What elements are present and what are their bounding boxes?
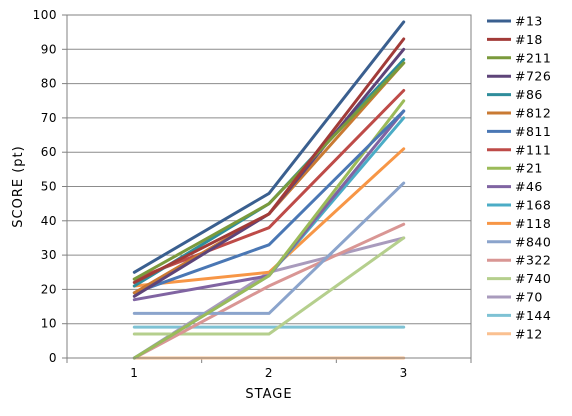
legend-label: #18 bbox=[515, 32, 543, 47]
series-line-118 bbox=[132, 147, 406, 288]
legend-label: #211 bbox=[515, 50, 551, 65]
series-line-13 bbox=[132, 20, 406, 274]
legend-item[interactable]: #118 bbox=[487, 216, 551, 231]
legend-item[interactable]: #70 bbox=[487, 290, 543, 305]
legend-item[interactable]: #726 bbox=[487, 69, 551, 84]
x-tick-label: 2 bbox=[265, 366, 273, 380]
legend-item[interactable]: #322 bbox=[487, 253, 551, 268]
legend-item[interactable]: #111 bbox=[487, 142, 551, 157]
legend-label: #726 bbox=[515, 69, 551, 84]
series-line-211 bbox=[132, 61, 406, 281]
y-tick-label: 50 bbox=[41, 180, 57, 194]
legend-label: #13 bbox=[515, 14, 543, 29]
y-tick-label: 100 bbox=[33, 8, 57, 22]
legend-label: #118 bbox=[515, 216, 551, 231]
y-tick-label: 70 bbox=[41, 111, 57, 125]
legend-item[interactable]: #811 bbox=[487, 124, 551, 139]
legend-item[interactable]: #840 bbox=[487, 234, 551, 249]
legend-label: #840 bbox=[515, 234, 551, 249]
legend-label: #46 bbox=[515, 179, 543, 194]
y-tick-label: 20 bbox=[41, 282, 57, 296]
series-line-21 bbox=[132, 99, 406, 360]
legend-item[interactable]: #21 bbox=[487, 161, 543, 176]
legend-item[interactable]: #168 bbox=[487, 198, 551, 213]
series-line-840 bbox=[132, 181, 406, 315]
plot-area-frame bbox=[66, 14, 472, 359]
y-tick-label: 80 bbox=[41, 77, 57, 91]
series-line-811 bbox=[132, 109, 406, 295]
legend-item[interactable]: #12 bbox=[487, 326, 543, 341]
legend-label: #144 bbox=[515, 308, 551, 323]
x-axis-ticks: 1 2 3 bbox=[66, 358, 472, 380]
series-line-111 bbox=[132, 89, 406, 281]
legend-label: #811 bbox=[515, 124, 551, 139]
legend-item[interactable]: #18 bbox=[487, 32, 543, 47]
y-tick-label: 60 bbox=[41, 145, 57, 159]
legend-label: #111 bbox=[515, 142, 551, 157]
series-line-322 bbox=[132, 222, 406, 360]
legend-item[interactable]: #812 bbox=[487, 106, 551, 121]
legend-item[interactable]: #46 bbox=[487, 179, 543, 194]
y-tick-label: 90 bbox=[41, 42, 57, 56]
legend-item[interactable]: #740 bbox=[487, 271, 551, 286]
legend-label: #21 bbox=[515, 161, 543, 176]
legend[interactable]: #13 #18 #211 #726 #86 #812 #811 #111 #21 #46 #168 #… bbox=[487, 14, 551, 342]
y-tick-label: 10 bbox=[41, 317, 57, 331]
y-axis-title: SCORE (pt) bbox=[11, 145, 26, 227]
x-axis-title: STAGE bbox=[245, 387, 292, 402]
series-line-726 bbox=[132, 47, 406, 298]
y-axis-ticks: 0 10 20 30 40 50 60 70 80 90 100 bbox=[33, 8, 67, 365]
series-lines bbox=[132, 20, 406, 360]
legend-item[interactable]: #144 bbox=[487, 308, 551, 323]
legend-label: #70 bbox=[515, 290, 543, 305]
legend-label: #812 bbox=[515, 106, 551, 121]
y-tick-label: 0 bbox=[49, 351, 57, 365]
legend-item[interactable]: #86 bbox=[487, 87, 543, 102]
legend-label: #12 bbox=[515, 326, 543, 341]
y-tick-label: 40 bbox=[41, 214, 57, 228]
legend-item[interactable]: #211 bbox=[487, 50, 551, 65]
x-tick-label: 3 bbox=[400, 366, 408, 380]
legend-label: #322 bbox=[515, 253, 551, 268]
gridlines bbox=[67, 14, 471, 359]
y-tick-label: 30 bbox=[41, 248, 57, 262]
legend-item[interactable]: #13 bbox=[487, 14, 543, 29]
legend-label: #168 bbox=[515, 198, 551, 213]
legend-label: #86 bbox=[515, 87, 543, 102]
series-line-18 bbox=[132, 37, 406, 284]
legend-label: #740 bbox=[515, 271, 551, 286]
x-tick-label: 1 bbox=[130, 366, 138, 380]
